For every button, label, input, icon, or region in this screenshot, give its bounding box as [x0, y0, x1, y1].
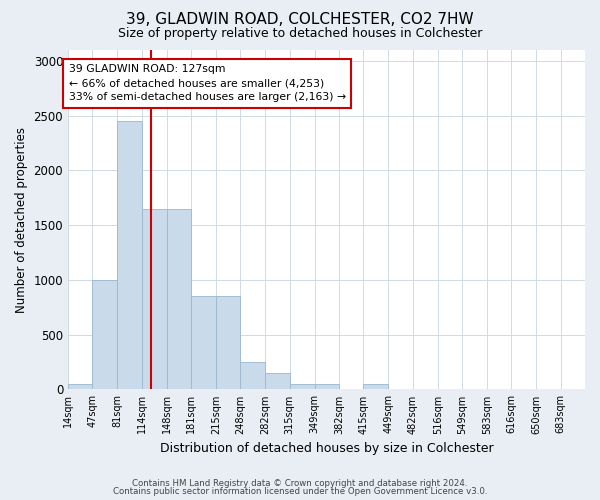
Text: 39 GLADWIN ROAD: 127sqm
← 66% of detached houses are smaller (4,253)
33% of semi: 39 GLADWIN ROAD: 127sqm ← 66% of detache…: [69, 64, 346, 102]
Bar: [92, 280, 118, 390]
Bar: [167, 209, 191, 390]
Y-axis label: Number of detached properties: Number of detached properties: [15, 126, 28, 312]
Bar: [290, 384, 315, 390]
Bar: [118, 121, 142, 390]
Bar: [241, 362, 265, 390]
Text: Contains public sector information licensed under the Open Government Licence v3: Contains public sector information licen…: [113, 487, 487, 496]
Text: Contains HM Land Registry data © Crown copyright and database right 2024.: Contains HM Land Registry data © Crown c…: [132, 478, 468, 488]
Bar: [68, 384, 92, 390]
Text: Size of property relative to detached houses in Colchester: Size of property relative to detached ho…: [118, 28, 482, 40]
Bar: [216, 296, 241, 390]
Bar: [142, 209, 167, 390]
X-axis label: Distribution of detached houses by size in Colchester: Distribution of detached houses by size …: [160, 442, 493, 455]
Bar: [364, 384, 388, 390]
Bar: [315, 384, 339, 390]
Text: 39, GLADWIN ROAD, COLCHESTER, CO2 7HW: 39, GLADWIN ROAD, COLCHESTER, CO2 7HW: [126, 12, 474, 28]
Bar: [191, 296, 216, 390]
Bar: [265, 373, 290, 390]
